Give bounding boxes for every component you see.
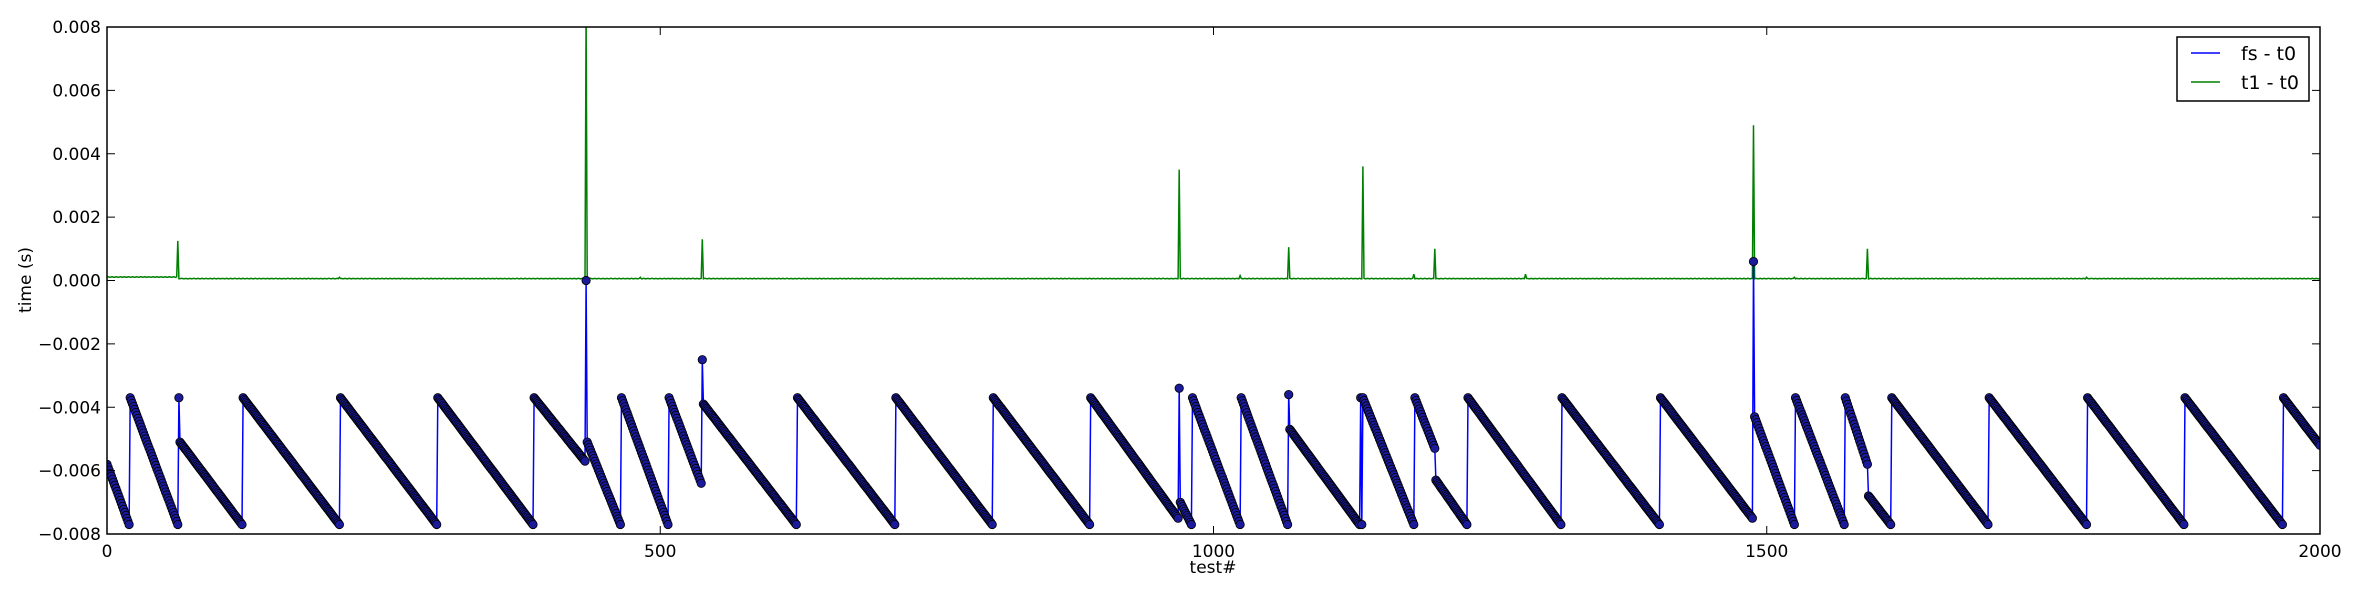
data-point-fs-t0 — [1173, 513, 1183, 523]
legend-label-t1-t0: t1 - t0 — [2241, 72, 2299, 94]
data-point-fs-t0 — [1983, 519, 1993, 530]
legend-label-fs-t0: fs - t0 — [2241, 43, 2296, 65]
data-point-fs-t0 — [1430, 443, 1440, 453]
data-point-fs-t0 — [1284, 389, 1294, 400]
x-tick-label: 2000 — [2298, 542, 2341, 562]
axis-ticks: 0 500 1000 1500 2000 −0.008 −0.006 −0.004 −0.002… — [38, 18, 2342, 562]
data-point-fs-t0 — [124, 519, 134, 530]
y-tick-label: −0.002 — [38, 335, 101, 355]
x-tick-label: 500 — [644, 542, 676, 562]
data-point-fs-t0 — [1357, 519, 1367, 530]
y-tick-label: −0.008 — [38, 525, 101, 545]
data-point-fs-t0 — [1654, 519, 1665, 530]
data-point-fs-t0 — [1409, 519, 1419, 530]
y-tick-label: 0.002 — [52, 208, 101, 228]
data-point-fs-t0 — [174, 393, 184, 403]
x-tick-label: 0 — [102, 542, 113, 562]
data-point-fs-t0 — [173, 519, 183, 530]
data-point-fs-t0 — [1839, 519, 1849, 530]
y-tick-label: −0.006 — [38, 462, 101, 482]
data-point-fs-t0 — [580, 456, 590, 466]
y-tick-label: −0.004 — [38, 398, 101, 418]
data-point-fs-t0 — [528, 519, 538, 530]
data-point-fs-t0 — [1556, 519, 1566, 530]
data-point-fs-t0 — [987, 519, 997, 530]
data-point-fs-t0 — [2277, 519, 2287, 530]
series-markers-fs-t0 — [107, 256, 2320, 530]
data-point-fs-t0 — [1186, 519, 1197, 530]
legend-box — [2176, 36, 2310, 102]
data-point-fs-t0 — [1462, 519, 1472, 530]
x-tick-label: 1500 — [1745, 542, 1788, 562]
x-tick-label: 1000 — [1192, 542, 1235, 562]
data-point-fs-t0 — [890, 519, 900, 530]
data-point-fs-t0 — [1862, 459, 1873, 469]
data-point-fs-t0 — [1789, 519, 1800, 530]
data-point-fs-t0 — [2179, 519, 2189, 530]
data-point-fs-t0 — [791, 519, 801, 530]
data-point-fs-t0 — [663, 519, 673, 530]
y-tick-label: 0.008 — [52, 18, 101, 38]
series-line-t1-t0 — [107, 27, 2320, 280]
data-point-fs-t0 — [1085, 519, 1095, 530]
data-point-fs-t0 — [1235, 519, 1245, 530]
y-tick-label: 0.004 — [52, 145, 101, 165]
series-layer — [107, 27, 2320, 530]
data-point-fs-t0 — [581, 275, 591, 286]
data-point-fs-t0 — [2081, 519, 2092, 530]
x-axis-label: test# — [1190, 558, 1237, 578]
data-point-fs-t0 — [1748, 256, 1759, 267]
data-point-fs-t0 — [615, 519, 626, 530]
legend: fs - t0 t1 - t0 — [2176, 36, 2310, 102]
series-line-fs-t0 — [107, 261, 2320, 527]
data-point-fs-t0 — [334, 519, 344, 530]
data-point-fs-t0 — [2315, 440, 2320, 450]
data-point-fs-t0 — [697, 355, 707, 365]
y-tick-label: 0.000 — [52, 272, 101, 292]
data-point-fs-t0 — [1283, 519, 1293, 530]
data-point-fs-t0 — [1747, 513, 1758, 523]
y-axis-label: time (s) — [16, 247, 36, 313]
data-point-fs-t0 — [237, 519, 247, 530]
data-point-fs-t0 — [432, 519, 442, 530]
data-point-fs-t0 — [1174, 383, 1184, 393]
y-tick-label: 0.006 — [52, 81, 101, 101]
data-point-fs-t0 — [696, 478, 706, 488]
data-point-fs-t0 — [1886, 519, 1896, 530]
